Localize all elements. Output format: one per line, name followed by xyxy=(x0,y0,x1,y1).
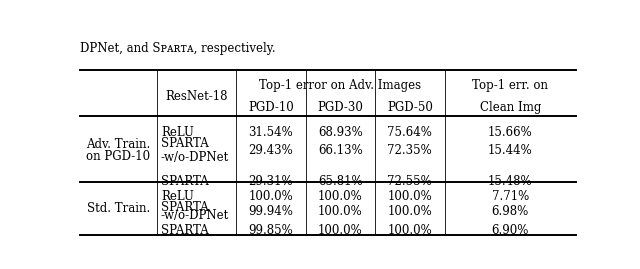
Text: 100.0%: 100.0% xyxy=(318,224,363,237)
Text: SPARTA: SPARTA xyxy=(161,201,209,214)
Text: 72.35%: 72.35% xyxy=(387,144,432,157)
Text: 66.13%: 66.13% xyxy=(318,144,363,157)
Text: ResNet-18: ResNet-18 xyxy=(165,90,228,103)
Text: 7.71%: 7.71% xyxy=(492,190,529,203)
Text: 15.48%: 15.48% xyxy=(488,175,532,188)
Text: 75.64%: 75.64% xyxy=(387,126,432,139)
Text: 65.81%: 65.81% xyxy=(318,175,363,188)
Text: ReLU: ReLU xyxy=(161,126,194,139)
Text: SPARTA: SPARTA xyxy=(161,137,209,150)
Text: ReLU: ReLU xyxy=(161,190,194,203)
Text: SPARTA: SPARTA xyxy=(161,224,209,237)
Text: Adv. Train.: Adv. Train. xyxy=(86,138,150,151)
Text: Clean Img: Clean Img xyxy=(479,101,541,114)
Text: 68.93%: 68.93% xyxy=(318,126,363,139)
Text: 31.54%: 31.54% xyxy=(248,126,293,139)
Text: 29.31%: 29.31% xyxy=(249,175,293,188)
Text: 29.43%: 29.43% xyxy=(248,144,293,157)
Text: 99.85%: 99.85% xyxy=(248,224,293,237)
Text: 6.90%: 6.90% xyxy=(492,224,529,237)
Text: PGD-10: PGD-10 xyxy=(248,101,294,114)
Text: 6.98%: 6.98% xyxy=(492,205,529,218)
Text: 100.0%: 100.0% xyxy=(248,190,293,203)
Text: 100.0%: 100.0% xyxy=(387,224,432,237)
Text: 100.0%: 100.0% xyxy=(318,190,363,203)
Text: on PGD-10: on PGD-10 xyxy=(86,150,150,163)
Text: 100.0%: 100.0% xyxy=(318,205,363,218)
Text: 100.0%: 100.0% xyxy=(387,190,432,203)
Text: Top-1 error on Adv. Images: Top-1 error on Adv. Images xyxy=(259,79,422,92)
Text: SPARTA: SPARTA xyxy=(161,175,209,188)
Text: PGD-50: PGD-50 xyxy=(387,101,433,114)
Text: 99.94%: 99.94% xyxy=(248,205,293,218)
Text: -w/o-DPNet: -w/o-DPNet xyxy=(161,151,229,164)
Text: -w/o-DPNet: -w/o-DPNet xyxy=(161,209,229,222)
Text: 15.44%: 15.44% xyxy=(488,144,532,157)
Text: PGD-30: PGD-30 xyxy=(317,101,364,114)
Text: Top-1 err. on: Top-1 err. on xyxy=(472,79,548,92)
Text: 72.55%: 72.55% xyxy=(387,175,432,188)
Text: DPNet, and Sᴘᴀʀᴛᴀ, respectively.: DPNet, and Sᴘᴀʀᴛᴀ, respectively. xyxy=(80,42,276,55)
Text: 15.66%: 15.66% xyxy=(488,126,532,139)
Text: 100.0%: 100.0% xyxy=(387,205,432,218)
Text: Std. Train.: Std. Train. xyxy=(87,202,150,215)
